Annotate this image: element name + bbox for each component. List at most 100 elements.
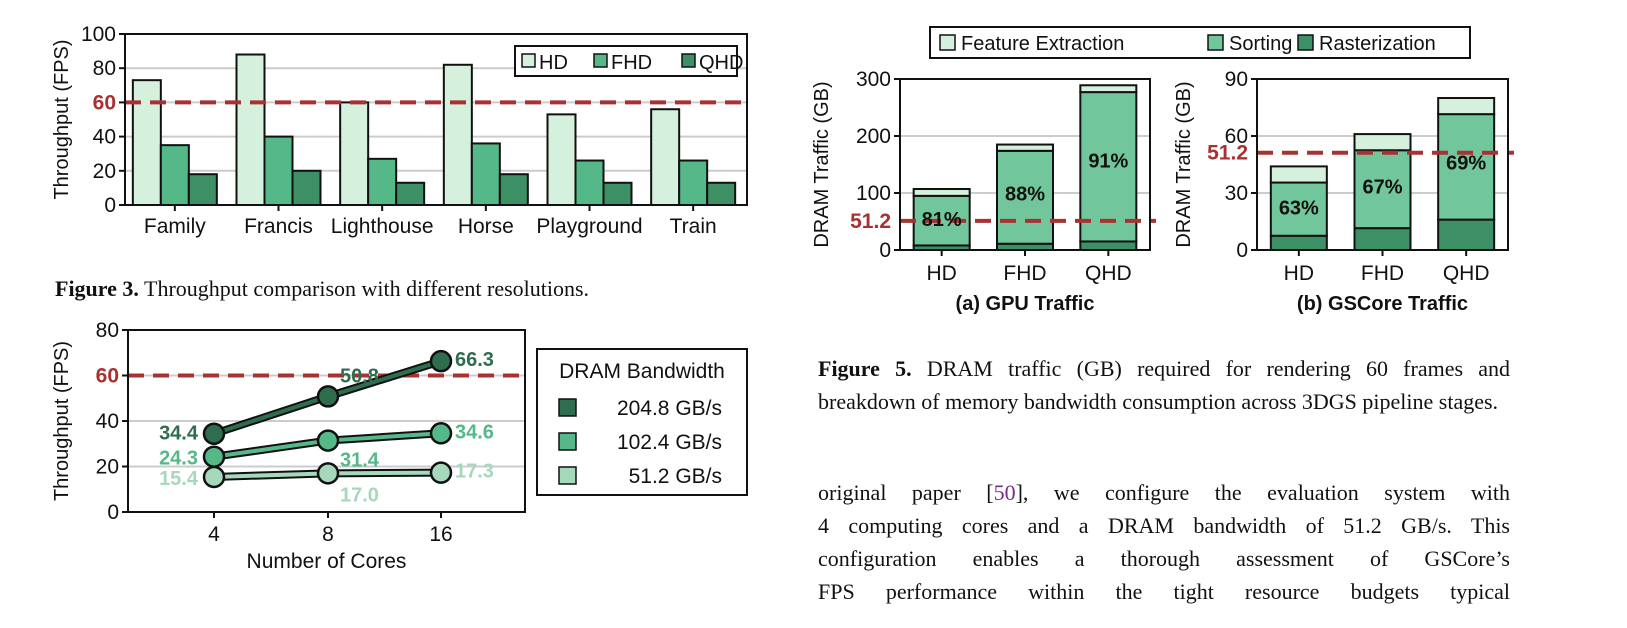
body-line-1-post: ], we configure the evaluation system wi… — [1015, 480, 1510, 505]
fig5a-xtick-label: HD — [926, 262, 956, 285]
fig4-data-label: 15.4 — [159, 468, 199, 490]
fig4-point — [429, 422, 453, 445]
fig3-xtick-label: Train — [670, 215, 717, 238]
fig5b-ytick-label: 60 — [1225, 125, 1248, 148]
body-paragraph: original paper [50], we configure the ev… — [818, 476, 1510, 608]
fig3-ytick-label: 20 — [93, 160, 116, 183]
fig5a-ylabel: DRAM Traffic (GB) — [811, 81, 833, 247]
fig4-point — [202, 422, 226, 445]
fig3-bar-qhd — [291, 169, 322, 207]
fig5b-bar-feature-extraction — [1437, 97, 1496, 116]
fig3-bar-hd — [339, 101, 370, 206]
fig3-bar-qhd — [602, 181, 633, 207]
fig4-point — [316, 429, 340, 452]
fig3-bar-hd — [442, 63, 473, 206]
fig5b-ytick-label: 30 — [1225, 182, 1248, 205]
fig5a-title: (a) GPU Traffic — [956, 293, 1095, 315]
fig5-legend-label: Rasterization — [1319, 33, 1436, 55]
fig3-ytick-label: 80 — [93, 57, 116, 80]
fig3-legend-label: QHD — [699, 52, 743, 74]
fig5a-percent-label: 81% — [922, 209, 962, 231]
fig4-xtick-label: 8 — [322, 523, 334, 546]
fig4-xtick-label: 16 — [429, 523, 452, 546]
fig3-bar-fhd — [574, 159, 605, 206]
fig3-bar-fhd — [678, 159, 709, 206]
fig5b-percent-label: 63% — [1279, 197, 1319, 219]
fig4-data-label: 31.4 — [340, 450, 380, 472]
fig3-threshold-label: 60 — [93, 91, 116, 114]
fig5b-bar-feature-extraction — [1353, 133, 1412, 152]
fig3-bar-hd — [131, 79, 162, 206]
fig4-legend-swatch — [558, 432, 577, 451]
fig4-point — [316, 385, 340, 408]
fig5a-ytick-label: 200 — [856, 125, 891, 148]
fig5b-title: (b) GSCore Traffic — [1297, 293, 1468, 315]
fig4-threshold-label: 60 — [96, 365, 119, 388]
fig4-legend-label: 51.2 GB/s — [629, 465, 722, 488]
fig4-xtick-label: 4 — [208, 523, 220, 546]
fig4-data-label: 17.0 — [340, 484, 379, 506]
fig4-data-label: 34.4 — [159, 423, 199, 445]
fig5a-ytick-label: 0 — [879, 239, 891, 262]
fig4-legend-swatch — [558, 398, 577, 417]
fig5b-ytick-label: 90 — [1225, 68, 1248, 91]
fig5b-xtick-label: QHD — [1443, 262, 1490, 285]
fig3-bar-fhd — [263, 135, 294, 207]
fig5b-percent-label: 67% — [1362, 176, 1402, 198]
figure5-caption-text: DRAM traffic (GB) required for rendering… — [818, 356, 1511, 414]
fig4-xlabel: Number of Cores — [247, 550, 407, 573]
body-line-4: FPS performance within the tight resourc… — [818, 579, 1510, 604]
fig5-legend-box — [929, 26, 1471, 59]
fig4-point — [202, 465, 226, 489]
fig5a-bar-rasterization — [1079, 240, 1138, 251]
fig3-ytick-label: 100 — [81, 23, 116, 46]
fig5b-bar-sorting — [1353, 149, 1412, 230]
fig5a-xtick-label: QHD — [1085, 262, 1132, 285]
fig5b-bar-rasterization — [1437, 218, 1496, 252]
fig3-legend-swatch-qhd — [681, 53, 696, 68]
fig5b-bar-feature-extraction — [1269, 165, 1328, 184]
body-line-1: original paper [50], we configure the ev… — [818, 476, 1510, 509]
fig5-legend-label: Sorting — [1229, 33, 1292, 55]
fig3-legend-label: FHD — [611, 52, 652, 74]
fig5a-bar-sorting — [996, 149, 1054, 245]
fig3-bar-fhd — [367, 157, 398, 206]
fig3-legend-swatch-hd — [521, 53, 536, 68]
fig5a-bar-feature-extraction — [996, 143, 1054, 152]
citation-link[interactable]: 50 — [993, 480, 1016, 505]
fig4-legend-label: 102.4 GB/s — [617, 431, 722, 454]
fig3-bar-fhd — [159, 144, 190, 206]
fig4-data-label: 34.6 — [455, 421, 494, 443]
fig3-legend-box — [514, 45, 738, 77]
fig3-legend-label: HD — [539, 52, 568, 74]
fig5-legend-label: Feature Extraction — [961, 33, 1124, 55]
fig5a-bar-feature-extraction — [1079, 84, 1138, 94]
fig3-bar-qhd — [187, 173, 218, 207]
fig5a-ytick-label: 300 — [856, 68, 891, 91]
fig5a-xtick-label: FHD — [1003, 262, 1046, 285]
figure5-caption: Figure 5. DRAM traffic (GB) required for… — [818, 352, 1510, 418]
fig5b-percent-label: 69% — [1446, 153, 1486, 175]
fig5b-xtick-label: HD — [1284, 262, 1314, 285]
fig3-bar-qhd — [498, 173, 529, 207]
fig3-bar-qhd — [706, 181, 737, 207]
fig5a-threshold-label: 51.2 — [850, 210, 891, 233]
fig3-xtick-label: Family — [144, 215, 206, 238]
body-line-1-pre: original paper [ — [818, 480, 994, 505]
fig4-ytick-label: 40 — [96, 410, 119, 433]
fig4-point — [429, 349, 453, 373]
fig5b-xtick-label: FHD — [1361, 262, 1404, 285]
fig3-plot-frame — [124, 33, 748, 206]
fig5b-bar-sorting — [1437, 113, 1496, 221]
fig3-legend-swatch-fhd — [593, 53, 608, 68]
fig4-ytick-label: 80 — [96, 319, 119, 342]
fig3-bar-fhd — [470, 142, 501, 207]
fig5a-percent-label: 88% — [1005, 184, 1045, 206]
fig4-ytick-label: 20 — [96, 456, 119, 479]
fig5b-ytick-label: 0 — [1236, 239, 1248, 262]
fig5b-threshold-label: 51.2 — [1207, 142, 1248, 165]
fig3-ytick-label: 0 — [104, 194, 116, 217]
fig3-bar-hd — [235, 53, 266, 206]
fig3-xtick-label: Playground — [536, 215, 642, 238]
